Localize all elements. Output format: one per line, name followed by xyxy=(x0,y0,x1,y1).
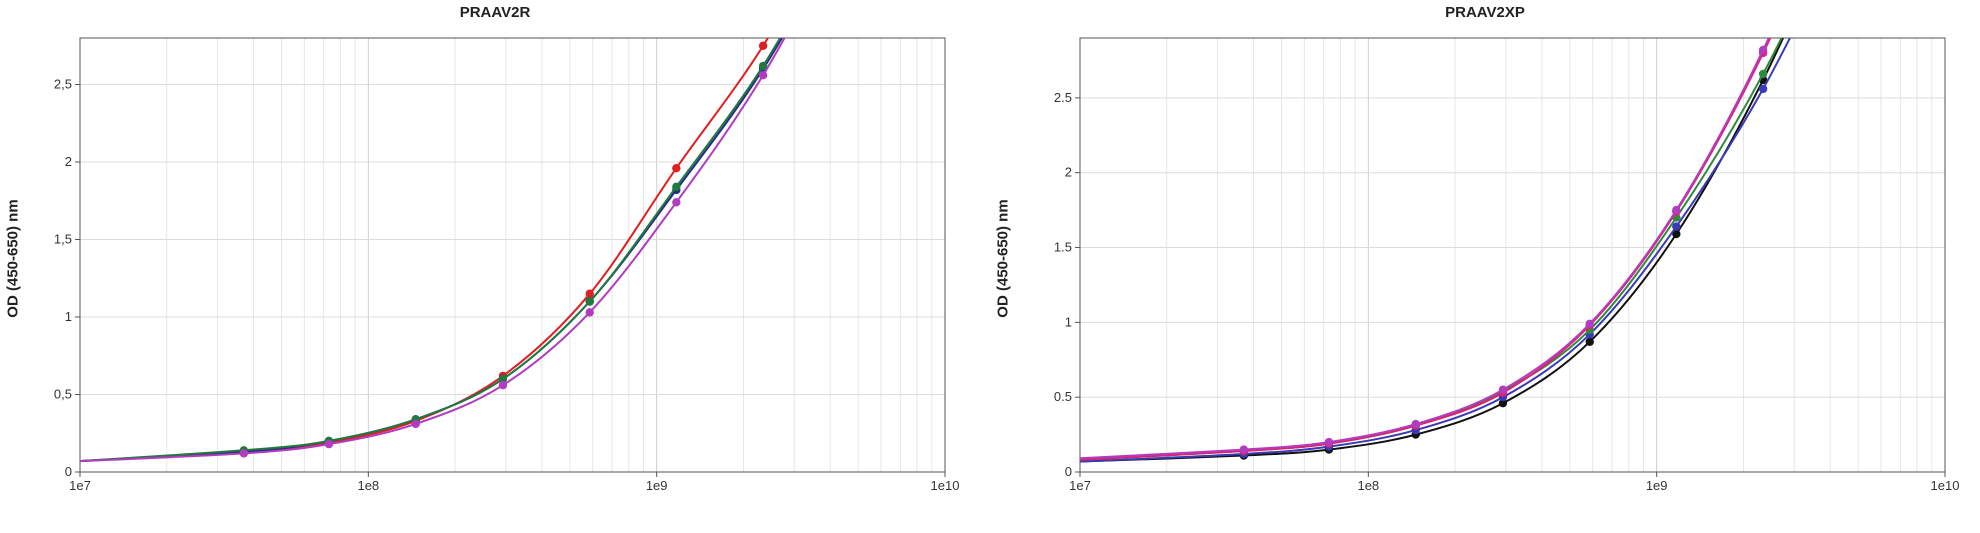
data-point xyxy=(1239,445,1249,454)
series-line xyxy=(80,38,782,462)
plot-area-frame xyxy=(79,37,946,473)
data-point xyxy=(672,182,681,191)
chart-panel-praav2r: PRAAV2R OD (450-650) nm 1e7 1e8 1e9 1e10 0 0,… xyxy=(5,4,960,493)
series-line xyxy=(1080,38,1770,460)
y-tick-label: 0.5 xyxy=(1054,389,1072,404)
data-point xyxy=(498,374,508,384)
data-point xyxy=(758,61,768,71)
chart-title: PRAAV2R xyxy=(459,4,531,21)
x-tick-label: 1e10 xyxy=(931,478,960,493)
data-point xyxy=(1672,229,1681,239)
data-point xyxy=(1585,337,1594,346)
data-point xyxy=(1585,319,1594,329)
y-tick-label: 0 xyxy=(65,464,72,479)
series-line xyxy=(1080,38,1792,463)
y-tick-label: 1 xyxy=(65,309,72,324)
data-point xyxy=(585,308,594,317)
data-point xyxy=(1498,398,1508,408)
chart-panel-praav2xp: PRAAV2XP OD (450-650) nm 1e7 1e8 1e9 1e10 0 0… xyxy=(990,0,1980,533)
chart-title: PRAAV2XP xyxy=(1445,4,1525,21)
series-line xyxy=(1080,38,1785,463)
x-tick-label: 1e9 xyxy=(646,478,668,493)
data-point xyxy=(672,198,681,207)
data-point xyxy=(239,449,249,458)
chart-svg: 1e7 1e8 1e9 1e10 0 0.5 1 1.5 2 2.5 xyxy=(1054,37,1960,493)
data-point xyxy=(585,289,594,298)
y-tick-label: 2 xyxy=(65,154,72,169)
y-tick-label: 2,5 xyxy=(54,77,72,92)
data-point xyxy=(498,381,508,390)
y-tick-label: 1 xyxy=(1065,314,1072,329)
y-tick-label: 0,5 xyxy=(54,387,72,402)
x-tick-label: 1e8 xyxy=(1357,478,1379,493)
data-point xyxy=(585,297,594,306)
x-tick-label: 1e8 xyxy=(357,478,379,493)
y-tick-label: 1.5 xyxy=(1054,240,1072,255)
y-tick-label: 1,5 xyxy=(54,232,72,247)
y-tick-label: 2.5 xyxy=(1054,90,1072,105)
data-point xyxy=(411,419,420,429)
series-line xyxy=(80,38,786,463)
data-point xyxy=(672,164,681,173)
series-line xyxy=(1080,38,1772,461)
series-line xyxy=(80,38,770,463)
data-point xyxy=(1758,84,1768,94)
data-point xyxy=(1324,437,1334,447)
data-point xyxy=(1411,419,1420,429)
data-point xyxy=(1758,69,1768,79)
data-point xyxy=(1672,205,1681,215)
y-tick-label: 0 xyxy=(1065,464,1072,479)
data-point xyxy=(1672,222,1681,231)
x-tick-label: 1e7 xyxy=(1069,478,1091,493)
x-tick-label: 1e7 xyxy=(69,478,91,493)
series-line xyxy=(1080,38,1783,461)
x-tick-label: 1e10 xyxy=(1931,478,1960,493)
plot-area-frame xyxy=(1079,37,1946,473)
y-tick-label: 2 xyxy=(1065,165,1072,180)
data-point xyxy=(758,71,768,80)
chart-svg: 1e7 1e8 1e9 1e10 0 0,5 1 1,5 2 2,5 xyxy=(54,37,960,493)
series-line xyxy=(80,38,784,463)
x-tick-label: 1e9 xyxy=(1646,478,1668,493)
data-point xyxy=(1498,385,1508,394)
data-point xyxy=(1758,45,1768,55)
data-point xyxy=(758,41,768,50)
data-point xyxy=(324,439,334,449)
